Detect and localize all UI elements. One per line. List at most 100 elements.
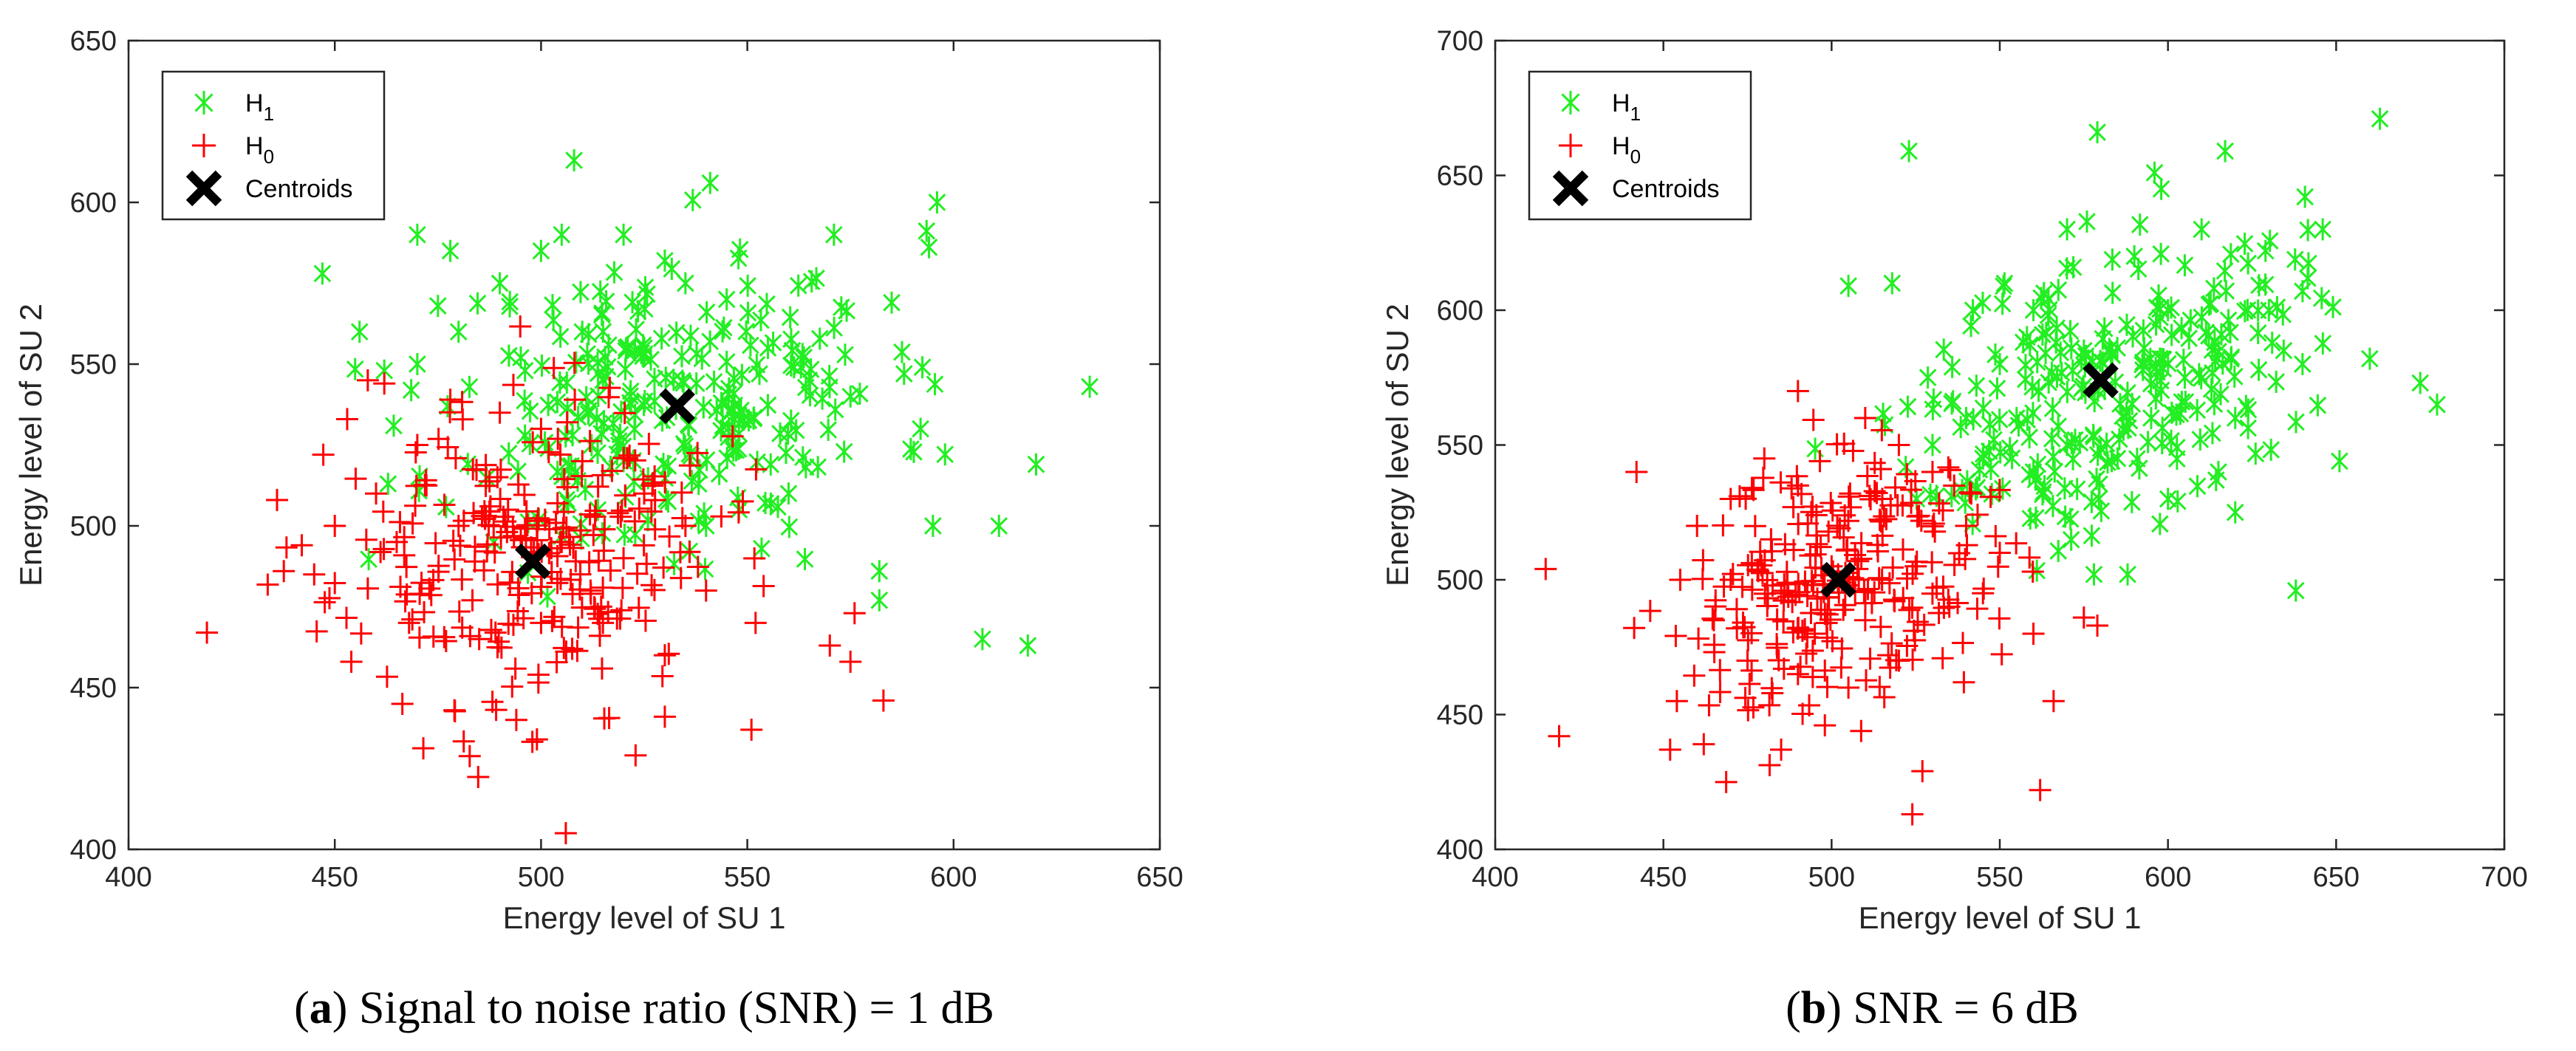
point-h1-299 <box>627 318 645 340</box>
point-h1-17 <box>1964 299 1982 321</box>
point-h1-195 <box>460 375 479 398</box>
point-h1-237 <box>2056 477 2074 500</box>
x-tick-label: 500 <box>518 862 564 893</box>
point-h0-240 <box>514 527 537 550</box>
point-h1-168 <box>2309 394 2327 417</box>
x-tick-label: 500 <box>1808 862 1855 893</box>
point-h1-176 <box>2217 279 2235 302</box>
point-h1-12 <box>2152 177 2170 200</box>
point-h1-261 <box>589 362 607 385</box>
point-h1-56 <box>379 473 397 496</box>
point-h0-93 <box>640 574 663 597</box>
point-h0-80 <box>587 550 610 572</box>
y-tick-label: 600 <box>1437 295 1483 326</box>
point-h1-58 <box>2215 259 2234 282</box>
point-h0-199 <box>389 575 411 598</box>
point-h1-208 <box>2239 252 2257 275</box>
point-h1-0 <box>313 262 332 285</box>
point-h1-13 <box>2085 563 2103 586</box>
point-h1-234 <box>2148 360 2166 383</box>
point-h0-93 <box>1769 471 1792 494</box>
point-h1-271 <box>2312 287 2331 309</box>
point-h0-236 <box>654 471 677 494</box>
point-h0-69 <box>502 374 525 397</box>
point-h1-29 <box>615 223 632 246</box>
point-h0-210 <box>556 476 579 499</box>
point-h1-233 <box>762 492 780 515</box>
point-h0-171 <box>1960 482 1983 505</box>
point-h0-12 <box>2086 614 2109 637</box>
point-h0-156 <box>593 518 616 541</box>
point-h0-130 <box>433 626 456 648</box>
point-h0-209 <box>1863 581 1886 604</box>
point-h0-104 <box>669 566 692 589</box>
point-h0-284 <box>1639 600 1661 623</box>
point-h0-63 <box>731 490 754 513</box>
point-h1-278 <box>2091 437 2110 460</box>
point-h0-281 <box>643 465 666 488</box>
point-h0-174 <box>623 510 646 533</box>
point-h0-225 <box>610 499 633 522</box>
point-h0-155 <box>743 547 766 570</box>
point-h1-1 <box>2088 121 2106 144</box>
point-h1-240 <box>696 558 714 581</box>
point-h1-165 <box>913 356 932 379</box>
point-h0-207 <box>578 430 601 453</box>
point-h0-9 <box>525 728 548 751</box>
point-h0-97 <box>643 518 666 541</box>
point-h0-194 <box>458 744 481 767</box>
point-h1-212 <box>2151 347 2169 370</box>
point-h1-287 <box>1981 413 1999 436</box>
point-h1-245 <box>2256 273 2275 296</box>
x-tick-label: 550 <box>1976 862 2023 893</box>
point-h0-173 <box>369 541 392 564</box>
point-h0-46 <box>443 548 466 571</box>
point-h0-143 <box>313 591 336 614</box>
y-tick-label: 650 <box>1437 161 1483 192</box>
point-h0-191 <box>1737 629 1760 651</box>
point-h1-163 <box>787 419 805 442</box>
point-h1-83 <box>437 496 455 518</box>
point-h1-171 <box>836 343 854 366</box>
point-h1-275 <box>578 343 596 366</box>
point-h0-119 <box>1721 563 1744 586</box>
point-h1-45 <box>1962 315 1980 338</box>
point-h0-272 <box>1833 432 1856 455</box>
point-h1-63 <box>2299 219 2317 242</box>
point-h1-117 <box>2139 431 2157 453</box>
point-h0-290 <box>1754 582 1777 605</box>
point-h1-178 <box>893 340 911 363</box>
point-h1-70 <box>918 219 936 242</box>
point-h1-12 <box>870 589 889 612</box>
point-h1-256 <box>2033 483 2051 506</box>
point-h1-201 <box>500 344 518 367</box>
point-h0-150 <box>489 487 512 510</box>
point-h0-31 <box>530 612 553 634</box>
point-h0-81 <box>657 643 680 665</box>
point-h0-98 <box>658 525 681 548</box>
point-h0-245 <box>562 536 585 559</box>
point-h0-230 <box>1868 566 1890 589</box>
point-h0-200 <box>490 636 513 659</box>
legend-subscript-0: 1 <box>264 103 274 125</box>
point-h1-139 <box>2122 490 2141 513</box>
point-h1-133 <box>2049 415 2068 438</box>
point-h0-114 <box>1832 598 1855 621</box>
point-h1-263 <box>1919 366 1937 389</box>
point-h1-179 <box>646 390 663 413</box>
point-h0-261 <box>513 483 536 506</box>
point-h0-264 <box>451 391 474 414</box>
point-h0-244 <box>632 534 655 557</box>
point-h1-115 <box>731 238 749 261</box>
point-h0-163 <box>1740 552 1763 575</box>
point-h0-17 <box>1921 461 1944 483</box>
point-h1-150 <box>623 291 641 314</box>
point-h0-77 <box>401 608 424 631</box>
point-h0-253 <box>544 511 567 534</box>
point-h0-252 <box>1865 482 1888 504</box>
point-h1-220 <box>2205 393 2224 416</box>
point-h0-99 <box>1943 553 1966 576</box>
point-h1-229 <box>2204 361 2221 384</box>
point-h1-55 <box>1899 395 1917 418</box>
point-h1-250 <box>733 363 751 386</box>
